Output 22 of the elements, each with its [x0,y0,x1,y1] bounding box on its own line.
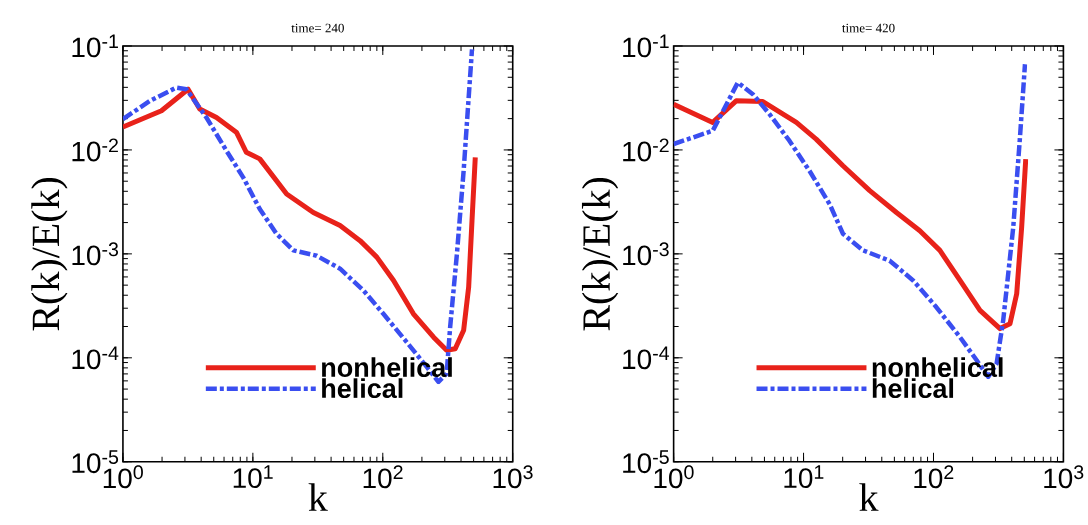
x-tick-label: 10$^{1}$ [784,465,824,489]
y-tick-label: 10$^{-3}$ [72,242,119,266]
y-tick-label: 10$^{-1}$ [623,34,669,58]
y-tick-label: 10$^{-2}$ [72,138,118,162]
y-tick-label: 10$^{-4}$ [72,346,119,370]
y-tick-label: 10$^{-1}$ [72,34,118,58]
x-tick-label: 10$^{2}$ [914,465,954,489]
legend-label: helical [872,378,954,399]
x-tick-label: 10$^{2}$ [363,465,403,489]
x-axis-title: k [859,483,879,511]
x-tick-label: 10$^{1}$ [233,465,273,489]
y-axis-title: R(k)/E(k) [31,178,68,331]
y-tick-label: 10$^{-2}$ [623,138,669,162]
y-tick-label: 10$^{-4}$ [623,346,670,370]
x-tick-label: 10$^{3}$ [1044,465,1084,489]
x-axis-title: k [308,483,328,511]
x-tick-label: 10$^{3}$ [493,465,533,489]
legend-label: helical [322,378,403,399]
chart-title: time= 240 [291,23,344,33]
y-tick-label: 10$^{-3}$ [623,242,669,266]
y-axis-title: R(k)/E(k) [581,178,619,331]
chart-title: time= 420 [842,23,895,33]
